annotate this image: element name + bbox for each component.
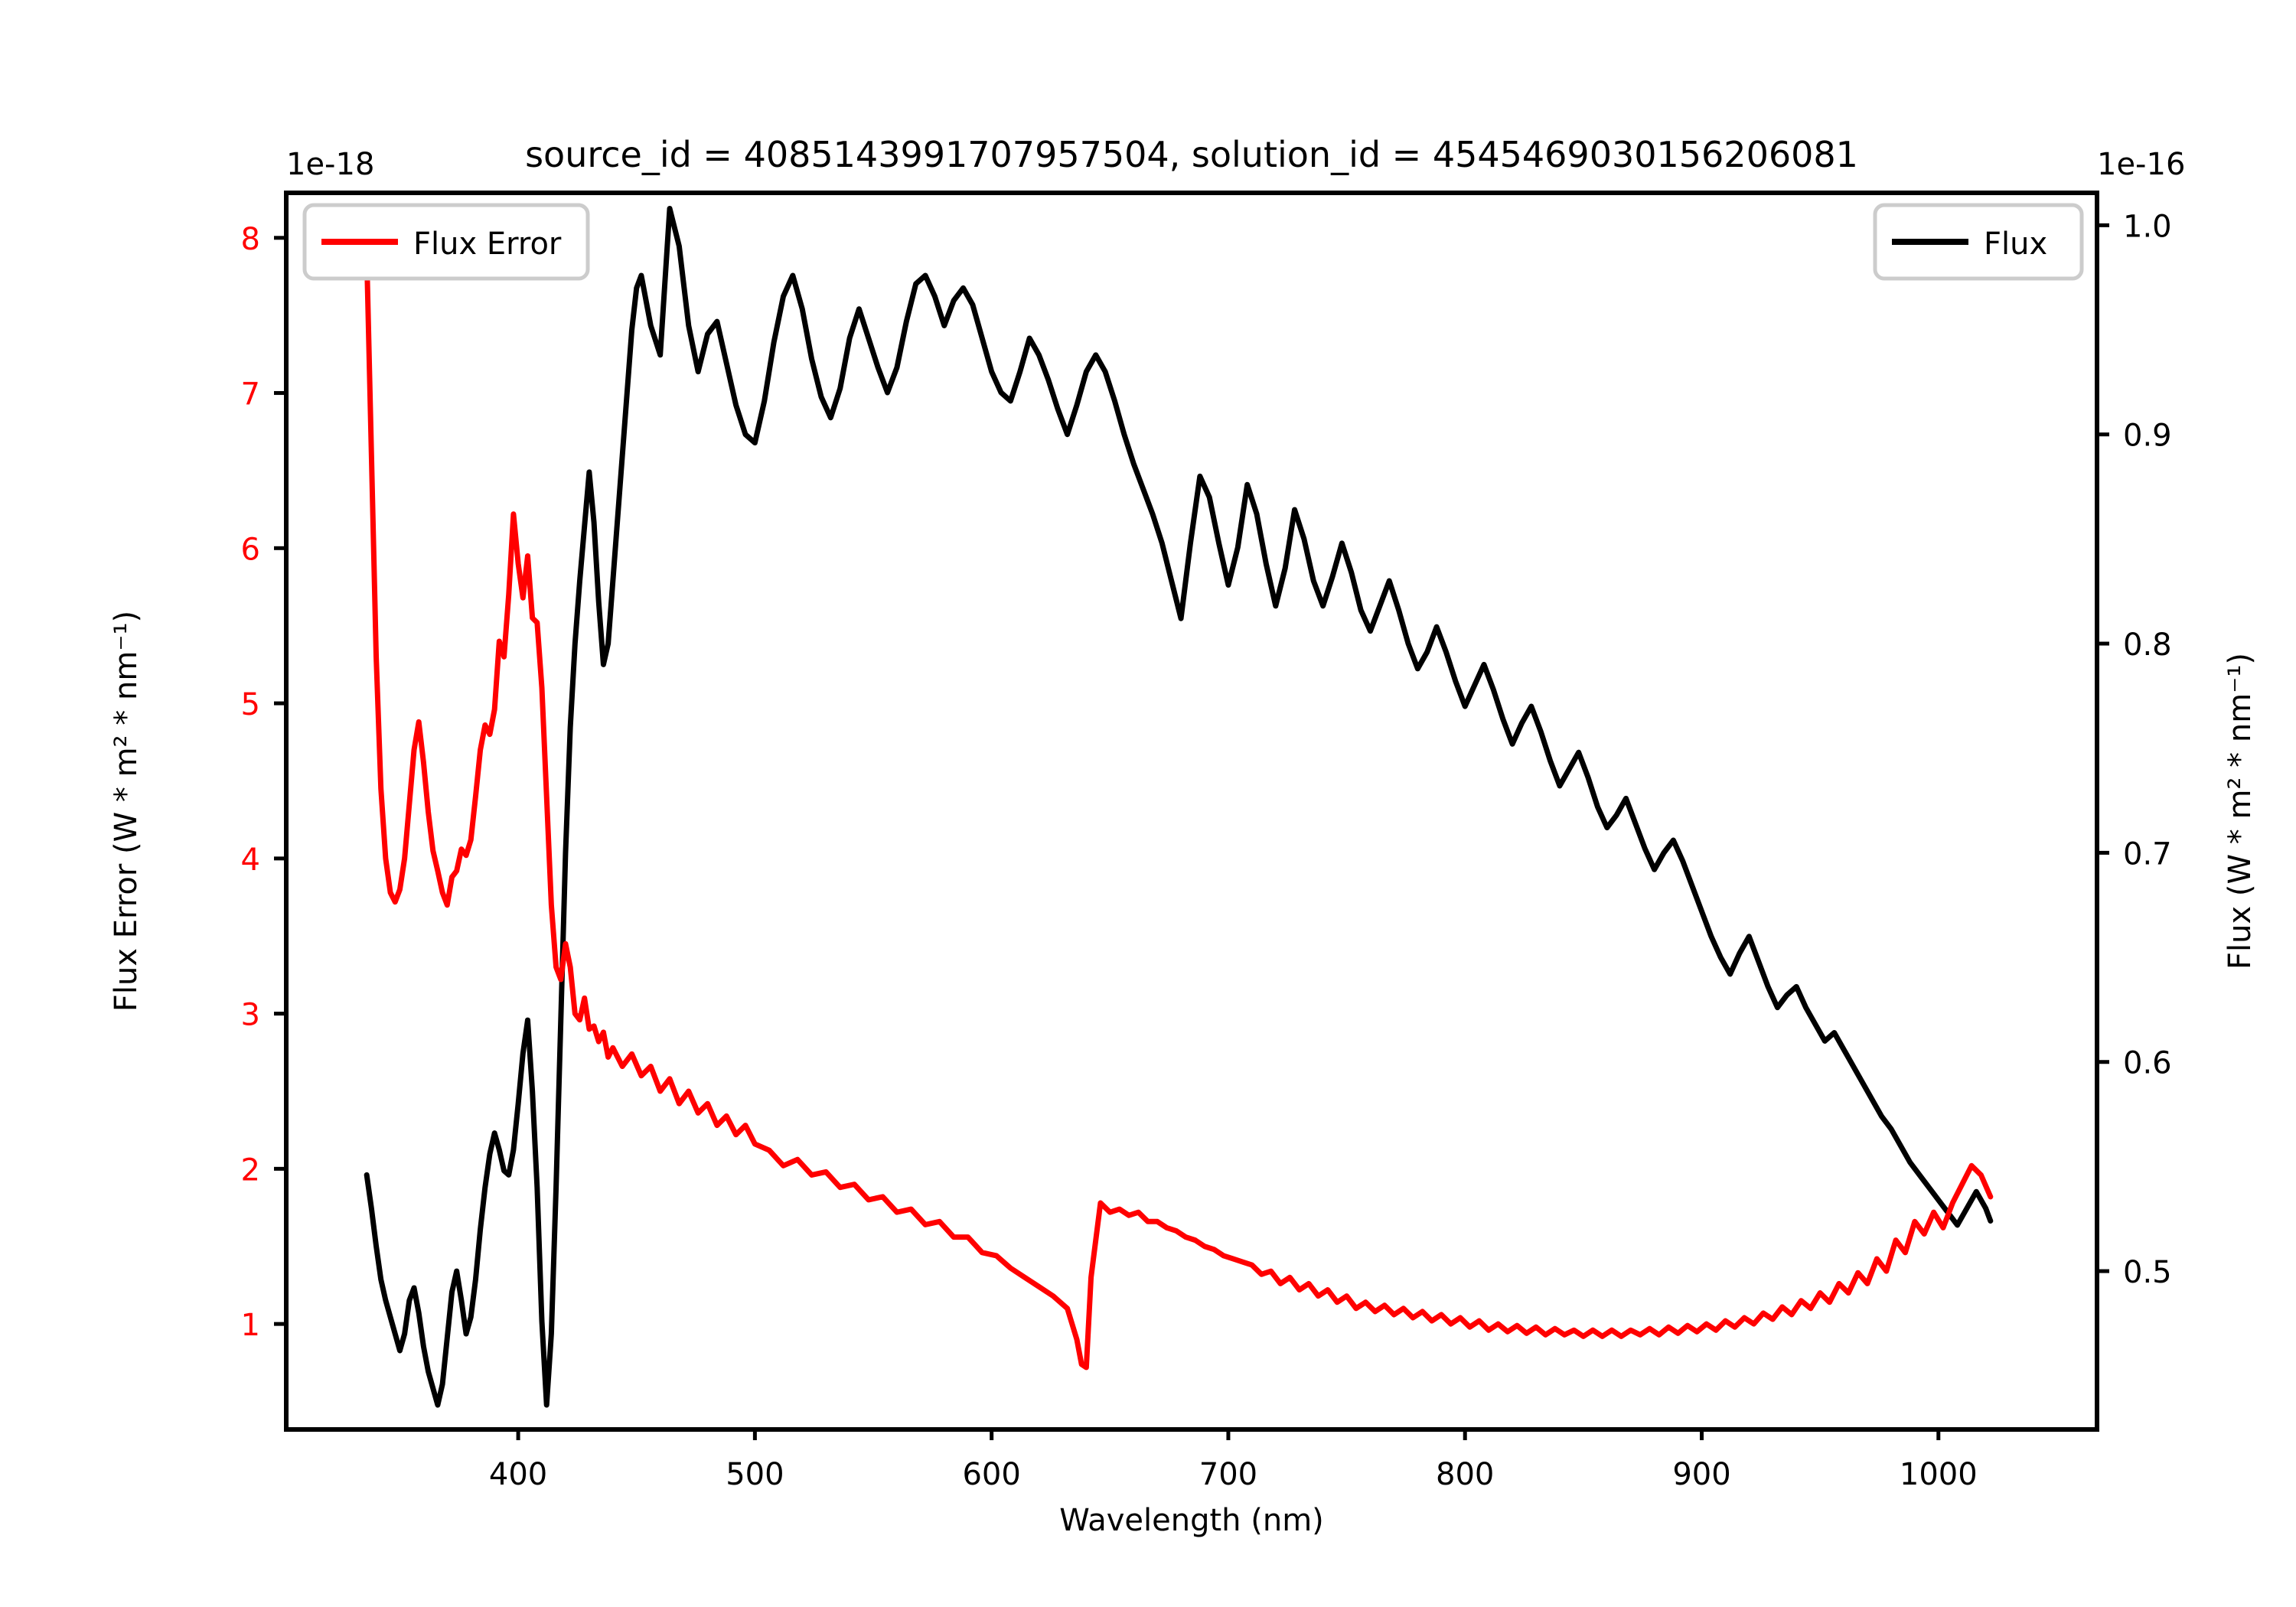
y-left-tick-label: 4: [241, 843, 260, 878]
chart-title: source_id = 4085143991707957504, solutio…: [525, 134, 1858, 175]
y-right-tick-label: 0.8: [2123, 627, 2172, 663]
x-tick-label: 500: [726, 1457, 784, 1492]
x-tick-label: 800: [1436, 1457, 1494, 1492]
legend-flux[interactable]: Flux: [1873, 203, 2084, 281]
x-tick-label: 700: [1199, 1457, 1257, 1492]
plot-area-frame: [284, 191, 2099, 1432]
y-left-axis-ticks: 1 2 3 4 5 6 7 8: [241, 222, 286, 1343]
x-tick-label: 600: [962, 1457, 1020, 1492]
x-axis-label: Wavelength (nm): [1059, 1503, 1324, 1538]
y-left-tick-label: 6: [241, 532, 260, 567]
y-left-tick-label: 7: [241, 377, 260, 412]
legend-flux-error-box: [302, 203, 590, 281]
y-right-axis-label: Flux (W * m² * nm⁻¹): [2223, 653, 2258, 970]
y-left-axis-label: Flux Error (W * m² * nm⁻¹): [109, 611, 144, 1012]
y-left-tick-label: 1: [241, 1308, 260, 1343]
flux-line: [364, 206, 1994, 1408]
legend-flux-label: Flux: [1984, 227, 2047, 262]
legend-flux-error[interactable]: Flux Error: [302, 203, 590, 281]
x-tick-label: 900: [1672, 1457, 1730, 1492]
y-right-axis-ticks: 0.5 0.6 0.7 0.8 0.9 1.0: [2097, 209, 2172, 1290]
y-right-tick-label: 0.7: [2123, 836, 2172, 872]
y-right-tick-label: 0.6: [2123, 1046, 2172, 1081]
y-left-tick-label: 5: [241, 687, 260, 722]
x-axis-ticks: 400 500 600 700 800 900 1000: [489, 1429, 1978, 1492]
left-axis-offset-text: 1e-18: [286, 147, 374, 182]
x-tick-label: 1000: [1900, 1457, 1978, 1492]
y-left-tick-label: 3: [241, 998, 260, 1033]
y-right-tick-label: 0.9: [2123, 419, 2172, 454]
x-tick-label: 400: [489, 1457, 547, 1492]
data-curves: [364, 206, 1994, 1408]
y-left-tick-label: 2: [241, 1152, 260, 1188]
flux-error-line: [364, 250, 1994, 1371]
y-right-tick-label: 1.0: [2123, 209, 2172, 244]
legend-flux-error-label: Flux Error: [413, 227, 562, 262]
y-right-tick-label: 0.5: [2123, 1255, 2172, 1290]
right-axis-offset-text: 1e-16: [2097, 147, 2185, 182]
y-left-tick-label: 8: [241, 222, 260, 257]
legend-flux-box: [1873, 203, 2084, 281]
